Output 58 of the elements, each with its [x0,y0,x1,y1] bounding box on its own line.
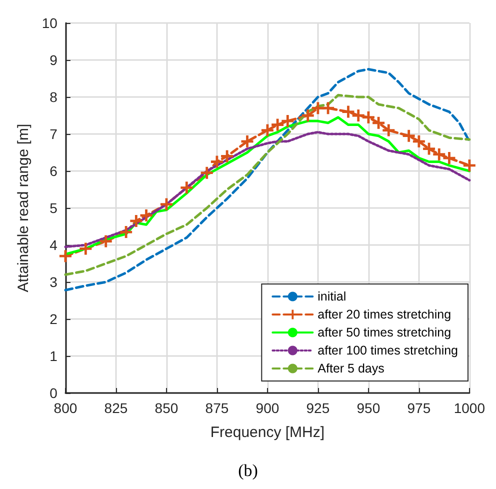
point [120,226,132,238]
point [140,209,152,222]
legend-label: after 20 times stretching [318,308,452,322]
point [59,250,72,262]
point [100,235,112,248]
y-tick-label: 6 [50,163,58,179]
x-tick-label: 950 [356,400,380,416]
point [241,135,254,148]
y-tick-label: 3 [50,274,58,290]
point [423,142,436,155]
point [352,110,364,122]
x-tick-label: 850 [154,400,178,416]
point [312,102,324,114]
point [382,124,395,136]
line-series [64,68,471,292]
point [160,198,172,210]
legend-label: after 100 times stretching [318,344,458,358]
x-tick-label: 900 [256,400,280,416]
point [402,130,415,142]
legend-label: after 50 times stretching [318,326,452,340]
y-axis-title: Attainable read range [m] [15,124,32,292]
y-tick-label: 10 [42,15,58,31]
y-tick-label: 0 [50,385,58,401]
point [362,111,374,124]
point [210,156,223,168]
y-tick-label: 4 [50,237,58,253]
point [180,182,193,194]
point [282,115,294,128]
x-tick-label: 875 [205,400,229,416]
point [372,116,385,129]
point [302,110,314,122]
x-tick-label: 825 [104,400,128,416]
x-axis-title: Frequency [MHz] [210,424,325,441]
y-tick-label: 2 [50,311,58,327]
point [443,152,456,164]
point [200,166,213,179]
point [322,102,334,114]
point [80,242,92,255]
point [221,150,234,162]
x-tick-label: 925 [306,400,330,416]
point [433,148,446,160]
point [130,214,142,227]
y-tick-label: 9 [50,52,58,68]
legend-label: After 5 days [318,362,384,376]
point [261,124,274,136]
point [463,159,476,172]
y-tick-label: 5 [50,200,58,216]
point [272,118,284,131]
y-tick-label: 8 [50,89,58,105]
legend-label: initial [318,290,346,304]
y-tick-label: 7 [50,126,58,142]
point [412,135,425,148]
x-tick-label: 800 [54,400,78,416]
y-tick-label: 1 [50,348,58,364]
text: (b) [238,461,258,480]
x-tick-label: 1000 [454,400,486,416]
x-tick-label: 975 [407,400,431,416]
point [342,106,354,118]
